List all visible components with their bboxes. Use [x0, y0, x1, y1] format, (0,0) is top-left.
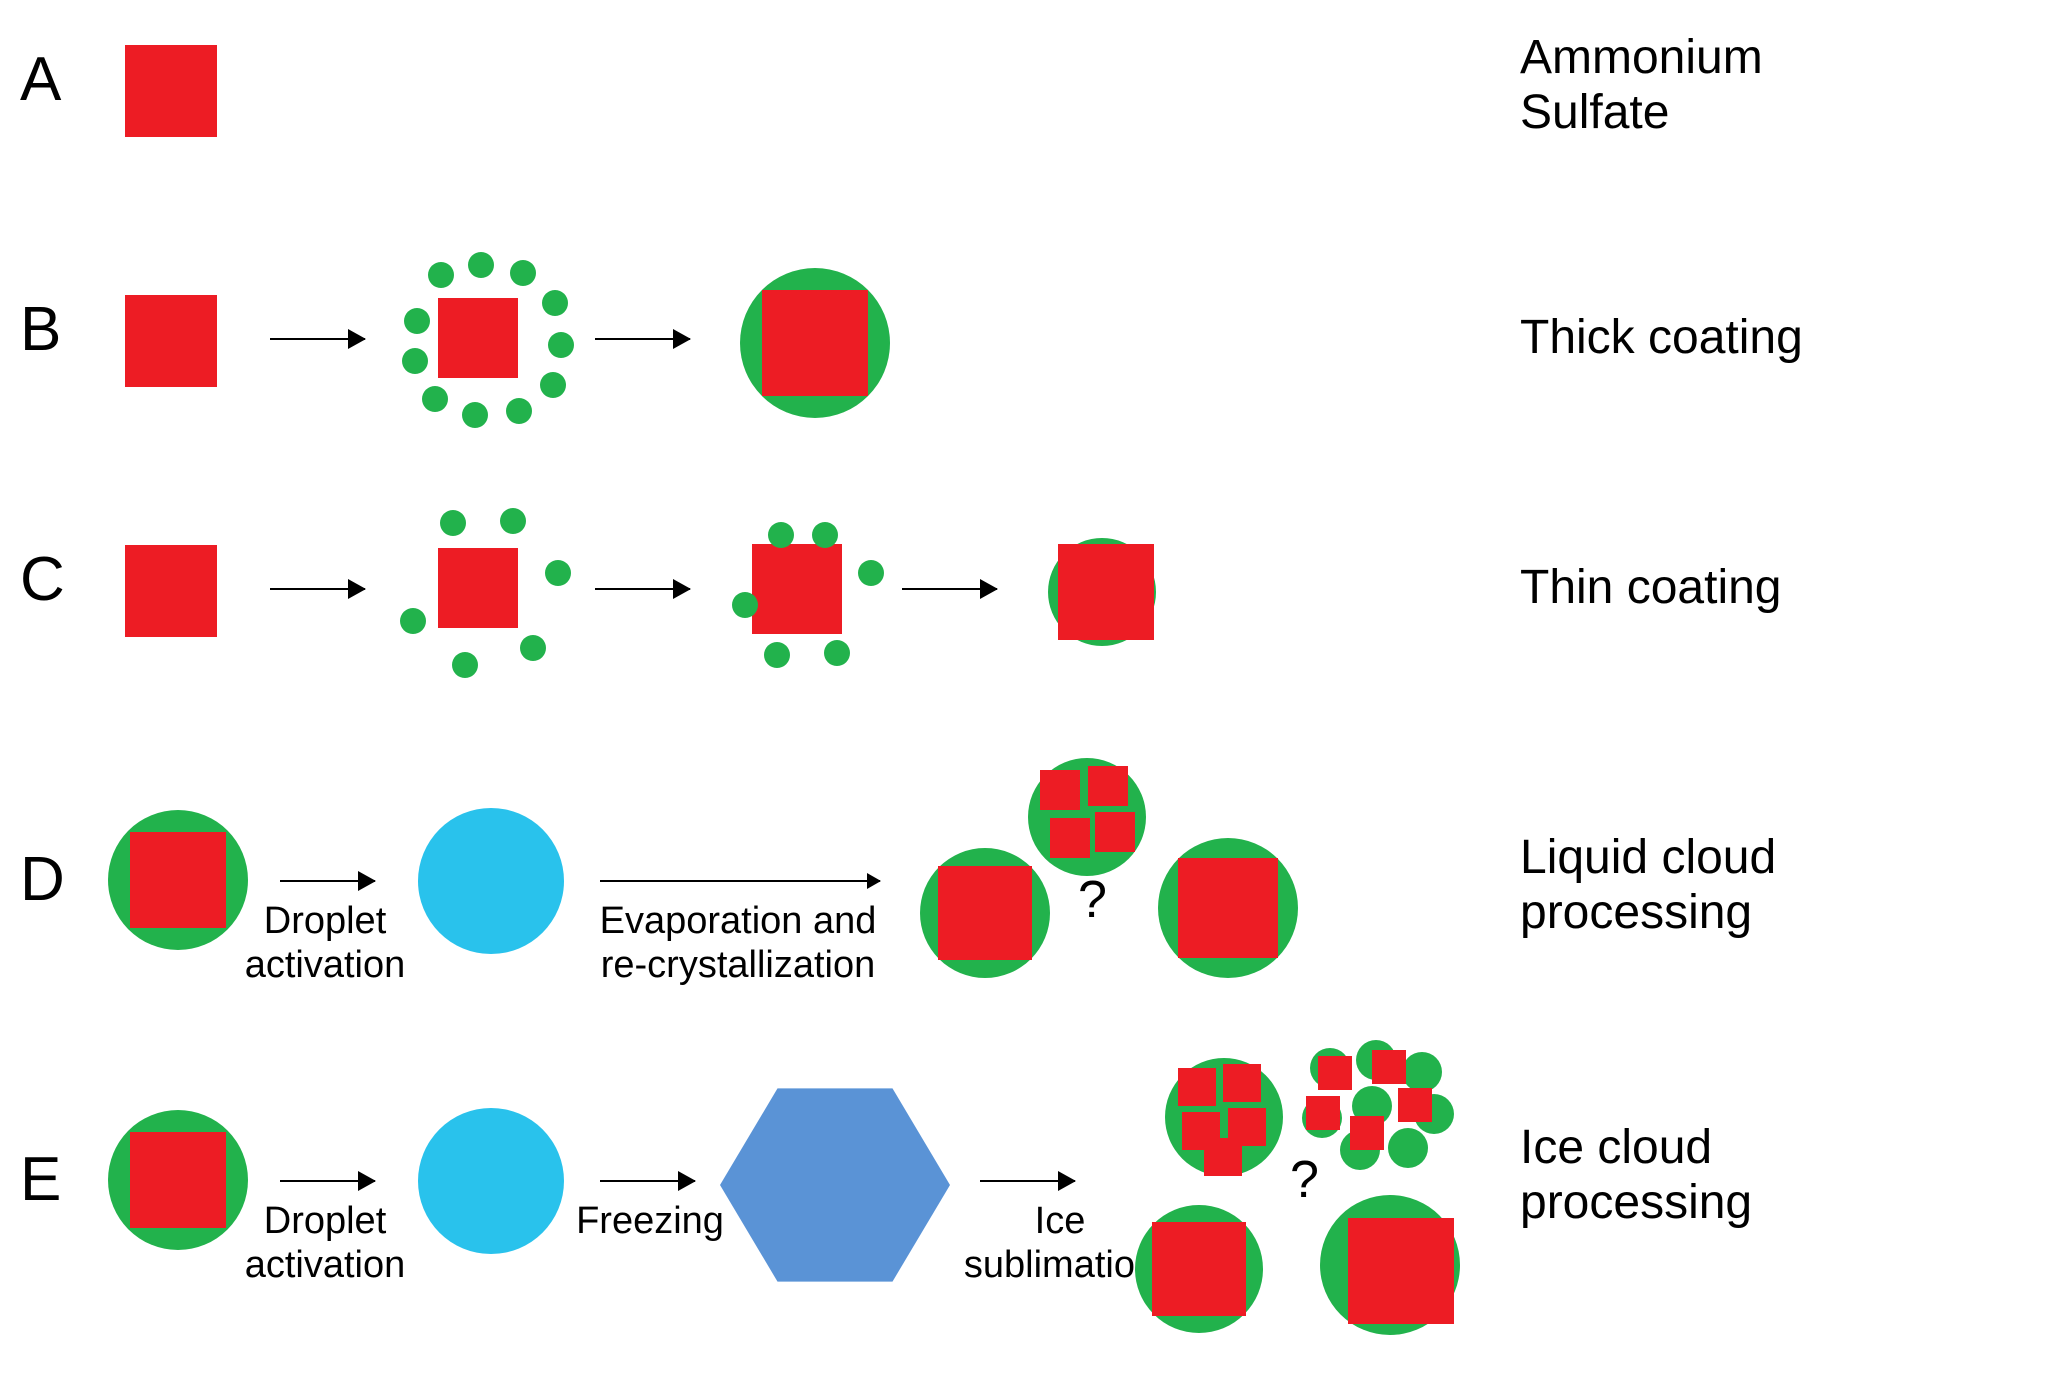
- b-dot: [510, 260, 536, 286]
- e-cluster2-square: [1306, 1096, 1340, 1130]
- b-stage3-square: [762, 290, 868, 396]
- b-dot: [402, 348, 428, 374]
- legend-e: Ice cloud processing: [1520, 1120, 1752, 1230]
- e-arrow1: [280, 1180, 375, 1182]
- e-stage1-square: [130, 1132, 226, 1228]
- d-product-left-square: [938, 866, 1032, 960]
- b-arrow1: [270, 338, 365, 340]
- b-dot: [506, 398, 532, 424]
- e-cluster2-dot: [1388, 1128, 1428, 1168]
- d-caption2: Evaporation and re-crystallization: [568, 900, 908, 987]
- e-cluster2-square: [1318, 1056, 1352, 1090]
- d-cluster-square: [1040, 770, 1080, 810]
- row-label-b: B: [20, 294, 61, 365]
- d-water-droplet: [418, 808, 564, 954]
- c-dot: [500, 508, 526, 534]
- b-dot: [422, 386, 448, 412]
- c-dot: [732, 592, 758, 618]
- e-cluster2-square: [1372, 1050, 1406, 1084]
- e-cluster2-dot: [1402, 1052, 1442, 1092]
- d-product-right-square: [1178, 858, 1278, 958]
- e-cluster1-square: [1223, 1064, 1261, 1102]
- c-stage4-square: [1058, 544, 1154, 640]
- c-dot: [520, 635, 546, 661]
- d-arrow1: [280, 880, 375, 882]
- b-dot: [542, 290, 568, 316]
- c-stage1-square: [125, 545, 217, 637]
- e-product-right-square: [1348, 1218, 1454, 1324]
- d-stage1-square: [130, 832, 226, 928]
- d-cluster-square: [1050, 818, 1090, 858]
- c-arrow2: [595, 588, 690, 590]
- c-dot: [452, 652, 478, 678]
- e-cluster2-square: [1398, 1088, 1432, 1122]
- e-cluster1-square: [1204, 1138, 1242, 1176]
- d-question-mark: ?: [1078, 870, 1107, 930]
- c-dot: [400, 608, 426, 634]
- c-arrow3: [902, 588, 997, 590]
- c-dot: [440, 510, 466, 536]
- e-ice-hexagon: [720, 1080, 950, 1290]
- d-caption1: Droplet activation: [215, 900, 435, 987]
- e-caption2: Freezing: [555, 1200, 745, 1244]
- e-arrow2: [600, 1180, 695, 1182]
- c-dot: [858, 560, 884, 586]
- row-label-e: E: [20, 1144, 61, 1215]
- e-arrow3: [980, 1180, 1075, 1182]
- b-dot: [548, 332, 574, 358]
- d-arrow2: [600, 880, 880, 882]
- b-dot: [428, 262, 454, 288]
- c-dot: [824, 640, 850, 666]
- legend-c: Thin coating: [1520, 560, 1782, 615]
- b-dot: [462, 402, 488, 428]
- row-label-c: C: [20, 544, 65, 615]
- d-cluster-square: [1095, 812, 1135, 852]
- c-dot: [768, 522, 794, 548]
- e-caption1: Droplet activation: [215, 1200, 435, 1287]
- b-arrow2: [595, 338, 690, 340]
- c-arrow1: [270, 588, 365, 590]
- c-dot: [764, 642, 790, 668]
- d-cluster-square: [1088, 766, 1128, 806]
- ammonium-sulfate-square: [125, 45, 217, 137]
- row-label-a: A: [20, 44, 61, 115]
- c-stage3-square: [752, 544, 842, 634]
- legend-d: Liquid cloud processing: [1520, 830, 1776, 940]
- e-cluster1-square: [1178, 1068, 1216, 1106]
- b-dot: [404, 308, 430, 334]
- c-stage2-square: [438, 548, 518, 628]
- e-caption3: Ice sublimation: [955, 1200, 1165, 1287]
- c-dot: [812, 522, 838, 548]
- e-cluster2-square: [1350, 1116, 1384, 1150]
- b-dot: [540, 372, 566, 398]
- c-dot: [545, 560, 571, 586]
- b-stage1-square: [125, 295, 217, 387]
- b-stage2-square: [438, 298, 518, 378]
- legend-b: Thick coating: [1520, 310, 1803, 365]
- e-water-droplet: [418, 1108, 564, 1254]
- row-label-d: D: [20, 844, 65, 915]
- legend-a: Ammonium Sulfate: [1520, 30, 1763, 140]
- e-product-left-square: [1152, 1222, 1246, 1316]
- b-dot: [468, 252, 494, 278]
- e-question-mark: ?: [1290, 1150, 1319, 1210]
